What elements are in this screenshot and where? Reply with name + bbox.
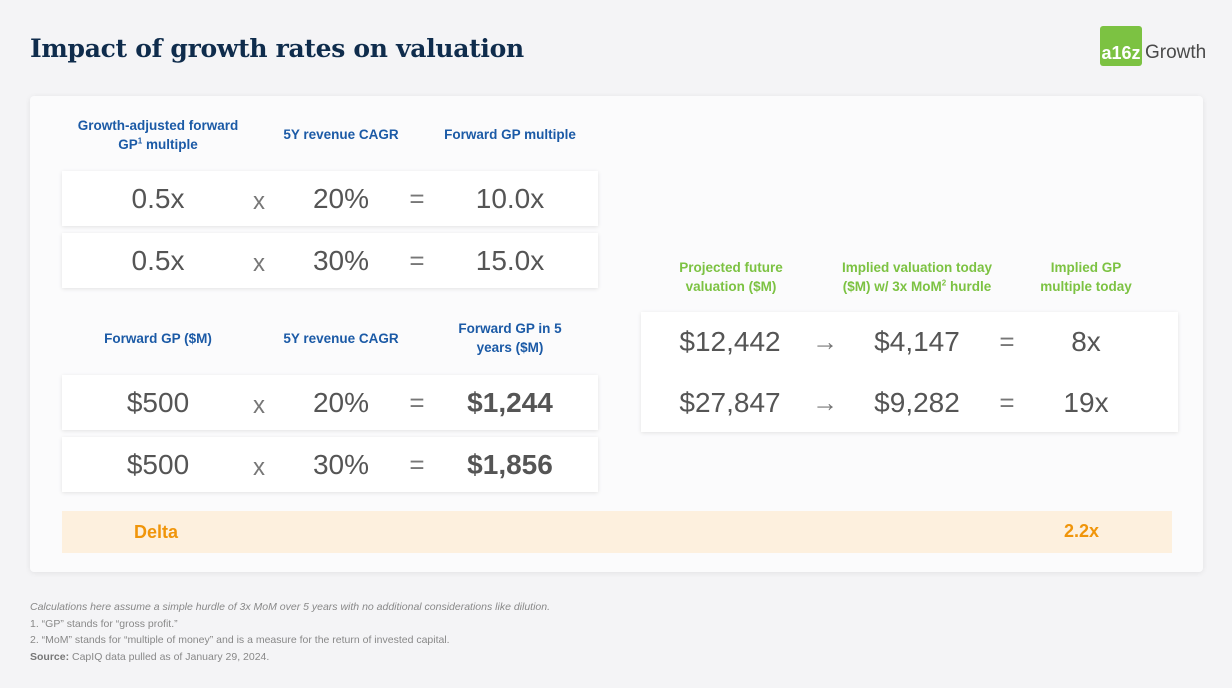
row-value-gp-multiple: 8x [1071, 326, 1101, 357]
arrow-right-icon: → [812, 326, 838, 357]
table-row: 0.5x x 20% = 10.0x [62, 171, 598, 226]
source-text: CapIQ data pulled as of January 29, 2024… [69, 651, 270, 663]
header-projected-future-valuation: Projected future valuation ($M) [679, 260, 783, 294]
delta-bar: Delta 2.2x [62, 511, 1172, 553]
header-implied-valuation-today: Implied valuation today ($M) w/ 3x MoM2 … [841, 260, 993, 294]
header-revenue-cagr: 5Y revenue CAGR [283, 127, 399, 142]
equals-sign: = [409, 449, 425, 479]
row-value-projected: $27,847 [679, 387, 781, 418]
arrow-right-icon: → [812, 387, 838, 418]
multiply-sign: x [253, 187, 265, 215]
table-row: 0.5x x 30% = 15.0x [62, 233, 598, 288]
footnote-source: Source: CapIQ data pulled as of January … [30, 651, 269, 663]
row-value-implied: $4,147 [874, 326, 960, 357]
delta-value: 2.2x [1064, 521, 1100, 541]
multiply-sign: x [253, 453, 265, 481]
multiply-sign: x [253, 391, 265, 419]
header-implied-gp-multiple: Implied GP multiple today [1040, 260, 1132, 294]
row-value-forward-gp: $500 [126, 386, 190, 418]
equals-sign: = [999, 326, 1015, 357]
page-title: Impact of growth rates on valuation [30, 34, 524, 63]
row-value-cagr: 30% [312, 244, 370, 276]
row-value-multiple: 0.5x [131, 244, 185, 276]
header-forward-gp-multiple: Forward GP multiple [444, 127, 576, 142]
row-value-projected: $12,442 [679, 326, 781, 357]
footnote-assumption: Calculations here assume a simple hurdle… [30, 601, 551, 613]
table-row: $500 x 20% = $1,244 [62, 375, 598, 430]
equals-sign: = [999, 387, 1015, 418]
row-value-result: $1,856 [467, 448, 553, 480]
equals-sign: = [409, 245, 425, 275]
equals-sign: = [409, 183, 425, 213]
row-value-cagr: 20% [312, 182, 370, 214]
header-revenue-cagr-2: 5Y revenue CAGR [283, 331, 399, 346]
a16z-growth-logo: a16z Growth [1100, 26, 1206, 66]
equals-sign: = [409, 387, 425, 417]
footnote-2: 2. “MoM” stands for “multiple of money” … [30, 634, 450, 646]
source-label: Source: [30, 651, 70, 663]
row-value-result: 10.0x [475, 182, 545, 214]
header-forward-gp-5-years: Forward GP in 5 years ($M) [458, 321, 562, 355]
row-value-gp-multiple: 19x [1063, 387, 1109, 418]
row-value-cagr: 30% [312, 448, 370, 480]
valuation-card: $12,442 → $4,147 = 8x $27,847 → $9,282 =… [641, 312, 1178, 432]
row-value-result: 15.0x [475, 244, 545, 276]
delta-label: Delta [134, 522, 179, 542]
logo-mark: a16z [1100, 26, 1142, 66]
footnote-1: 1. “GP” stands for “gross profit.” [30, 618, 178, 630]
row-value-multiple: 0.5x [131, 182, 185, 214]
logo-text: Growth [1145, 42, 1207, 63]
header-growth-adjusted-multiple: Growth-adjusted forward GP1 multiple [77, 118, 239, 152]
row-value-forward-gp: $500 [126, 448, 190, 480]
multiply-sign: x [253, 249, 265, 277]
header-forward-gp: Forward GP ($M) [104, 331, 212, 346]
row-value-cagr: 20% [312, 386, 370, 418]
row-value-implied: $9,282 [874, 387, 960, 418]
row-value-result: $1,244 [467, 386, 553, 418]
table-row: $500 x 30% = $1,856 [62, 437, 598, 492]
